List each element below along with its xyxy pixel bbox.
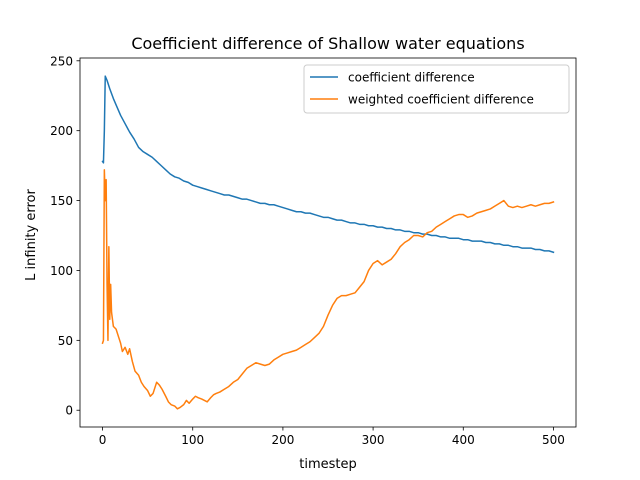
plot-area: 0 100 200 300 400 500 0 50 100 150 200 250 [50, 54, 577, 447]
series-line-2 [101, 169, 555, 410]
x-axis-label: timestep [299, 457, 357, 472]
x-tick-label: 0 [99, 433, 107, 447]
y-tick-label: 150 [50, 194, 73, 208]
legend-label-2: weighted coefficient difference [348, 93, 534, 107]
x-tick-label: 200 [271, 433, 294, 447]
x-tick-label: 500 [542, 433, 565, 447]
y-axis-label: L infinity error [24, 189, 39, 281]
y-tick-label: 100 [50, 264, 73, 278]
x-tick-label: 400 [452, 433, 475, 447]
y-tick-label: 200 [50, 124, 73, 138]
axes-frame [79, 57, 577, 428]
legend: coefficient difference weighted coefficie… [303, 64, 570, 114]
legend-box [303, 64, 570, 114]
x-tick-label: 300 [362, 433, 385, 447]
legend-label-1: coefficient difference [348, 71, 475, 85]
chart-title: Coefficient difference of Shallow water … [131, 34, 524, 53]
y-tick-label: 250 [50, 54, 73, 68]
y-tick-label: 0 [65, 404, 73, 418]
y-tick-label: 50 [58, 334, 73, 348]
series-line-1 [101, 75, 555, 254]
x-tick-label: 100 [181, 433, 204, 447]
